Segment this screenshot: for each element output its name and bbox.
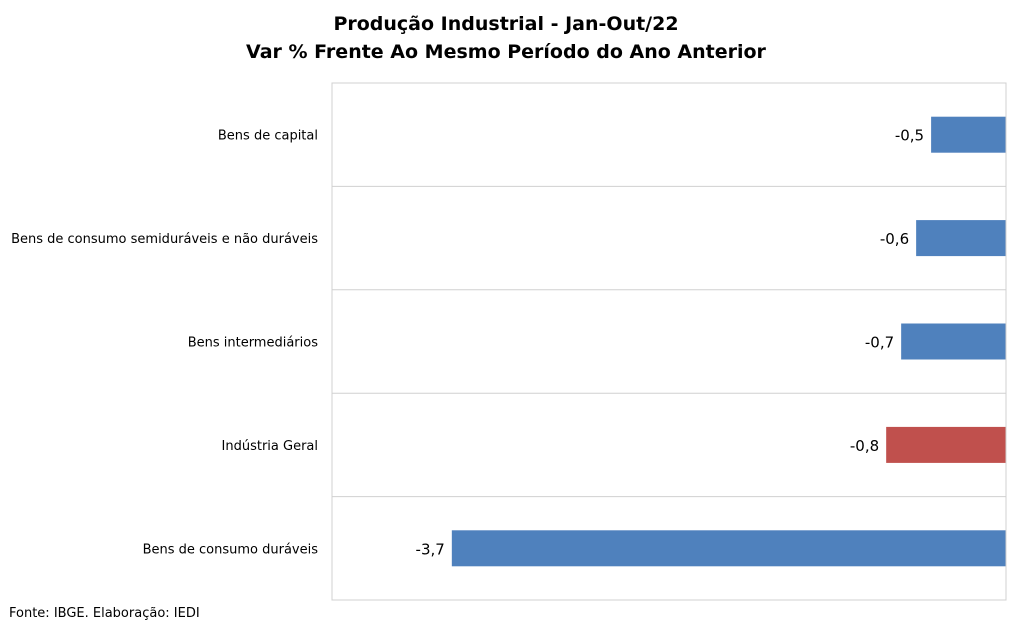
value-label: -0,8 xyxy=(850,437,879,455)
category-label: Indústria Geral xyxy=(222,439,318,454)
value-label: -0,5 xyxy=(895,127,924,145)
category-label: Bens de capital xyxy=(218,129,318,144)
chart-subtitle: Var % Frente Ao Mesmo Período do Ano Ant… xyxy=(246,41,766,63)
chart-title-block: Produção Industrial - Jan-Out/22 Var % F… xyxy=(0,10,1012,66)
bar xyxy=(916,220,1006,257)
category-label: Bens de consumo semiduráveis e não duráv… xyxy=(11,232,318,247)
bar xyxy=(886,426,1006,463)
bar xyxy=(931,116,1006,153)
bar xyxy=(451,530,1006,567)
value-label: -3,7 xyxy=(416,540,445,558)
value-label: -0,7 xyxy=(865,334,894,352)
chart-title: Produção Industrial - Jan-Out/22 xyxy=(333,13,679,35)
bar xyxy=(901,323,1006,360)
source-note: Fonte: IBGE. Elaboração: IEDI xyxy=(9,606,200,621)
category-label: Bens intermediários xyxy=(188,336,319,351)
category-label: Bens de consumo duráveis xyxy=(143,542,319,557)
value-label: -0,6 xyxy=(880,230,909,248)
